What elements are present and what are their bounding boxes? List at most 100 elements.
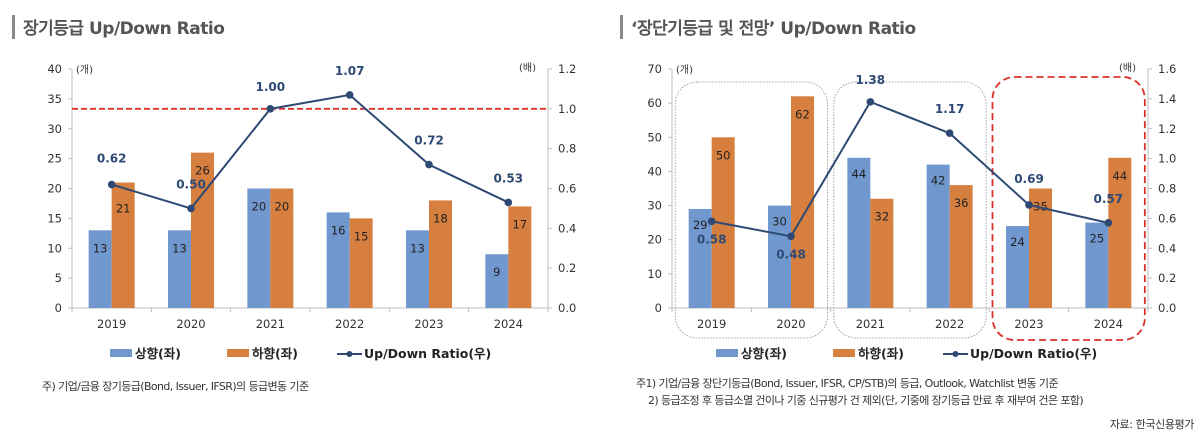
x-tick-label: 2020 xyxy=(776,317,805,331)
bar-up xyxy=(926,164,950,308)
ratio-point xyxy=(266,105,275,113)
left-y-tick-label: 40 xyxy=(47,62,62,76)
right-y-tick-label: 0.0 xyxy=(558,301,576,315)
title-accent-bar xyxy=(620,14,623,39)
left-chart-title: 장기등급 Up/Down Ratio xyxy=(12,14,225,39)
bar-down-label: 62 xyxy=(795,107,810,121)
title-accent-bar xyxy=(12,14,15,39)
ratio-line xyxy=(111,93,509,210)
right-y-tick-label: 0.6 xyxy=(558,182,576,196)
left-y-tick-label: 10 xyxy=(47,241,62,255)
ratio-label: 0.62 xyxy=(97,152,127,166)
legend-label-ratio: Up/Down Ratio(우) xyxy=(364,346,491,361)
bar-up-label: 24 xyxy=(1010,235,1025,249)
x-tick-label: 2023 xyxy=(1014,317,1043,331)
ratio-label: 0.57 xyxy=(1094,192,1124,206)
source-label: 자료: 한국신용평가 xyxy=(1109,418,1195,431)
ratio-label: 1.00 xyxy=(256,80,286,94)
bar-up-label: 44 xyxy=(852,167,867,181)
ratio-point xyxy=(787,232,795,241)
left-y-tick-label: 60 xyxy=(647,96,662,110)
legend-label-up: 상향(좌) xyxy=(135,346,181,361)
bar-up xyxy=(688,208,712,308)
right-y-tick-label: 0.6 xyxy=(1158,211,1176,225)
bar-up-label: 42 xyxy=(931,174,946,188)
left-y-tick-label: 30 xyxy=(47,122,62,136)
bar-up xyxy=(405,230,429,308)
group-box-1 xyxy=(833,81,987,339)
x-tick-label: 2022 xyxy=(335,317,364,331)
left-y-tick-label: 0 xyxy=(55,301,62,315)
right-chart: 0 10 20 30 40 50 60 70 0.0 0.2 0.4 0.6 0.8 1.0 1.2 1.4 1… xyxy=(647,62,1176,361)
x-tick-label: 2024 xyxy=(1094,317,1123,331)
bar-down xyxy=(429,200,453,308)
bar-down-label: 18 xyxy=(433,211,448,225)
right-chart-title-text: ‘장단기등급 및 전망’ Up/Down Ratio xyxy=(631,19,916,39)
left-y-tick-label: 15 xyxy=(47,211,62,225)
bar-down xyxy=(791,96,815,308)
bar-up xyxy=(247,188,271,308)
bar-up-label: 13 xyxy=(172,241,187,255)
bar-up xyxy=(1005,226,1029,308)
x-tick-label: 2021 xyxy=(856,317,885,331)
ratio-point xyxy=(425,160,433,169)
ratio-label: 0.58 xyxy=(697,232,727,246)
legend-marker-ratio xyxy=(952,351,959,357)
bar-down-label: 17 xyxy=(513,217,528,231)
bar-up-label: 30 xyxy=(772,215,787,229)
left-y-tick-label: 10 xyxy=(647,267,662,281)
left-y-tick-label: 50 xyxy=(647,130,662,144)
legend-swatch-down xyxy=(227,349,249,357)
legend-label-up: 상향(좌) xyxy=(741,346,787,361)
right-y-tick-label: 0.4 xyxy=(1158,241,1176,255)
left-y-unit-label: (개) xyxy=(676,64,693,76)
left-chart: 0 5 10 15 20 25 30 35 40 0.0 0.2 0.4 0.6 0.8 1.0 1.2 (개)… xyxy=(47,62,576,361)
ratio-point xyxy=(866,98,875,106)
ratio-line xyxy=(711,100,1109,238)
bar-down xyxy=(508,206,532,308)
ratio-label: 0.53 xyxy=(494,171,524,185)
ratio-point xyxy=(707,217,716,226)
left-y-tick-label: 40 xyxy=(647,164,662,178)
bar-down-label: 35 xyxy=(1033,200,1048,214)
right-y-unit-label: (배) xyxy=(519,62,536,74)
ratio-label: 0.72 xyxy=(414,134,444,148)
ratio-label: 1.07 xyxy=(335,64,365,78)
right-y-tick-label: 0.0 xyxy=(1158,301,1176,315)
ratio-label: 1.38 xyxy=(856,73,886,87)
ratio-point xyxy=(187,204,195,213)
bar-up xyxy=(485,254,509,308)
bar-up xyxy=(1085,222,1109,308)
left-y-tick-label: 30 xyxy=(647,199,662,213)
left-y-tick-label: 70 xyxy=(647,62,662,76)
right-y-tick-label: 1.2 xyxy=(1158,122,1176,136)
bar-down xyxy=(949,185,973,308)
ratio-point xyxy=(345,91,354,99)
ratio-label: 0.48 xyxy=(776,247,806,261)
right-y-tick-label: 0.8 xyxy=(1158,182,1176,196)
bar-down xyxy=(111,182,135,308)
right-y-tick-label: 1.6 xyxy=(1158,62,1176,76)
left-y-tick-label: 25 xyxy=(47,152,62,166)
bar-down xyxy=(191,152,215,308)
bar-up xyxy=(767,205,791,308)
left-y-tick-label: 20 xyxy=(647,233,662,247)
right-chart-title: ‘장단기등급 및 전망’ Up/Down Ratio xyxy=(620,14,916,39)
right-y-tick-label: 1.0 xyxy=(558,102,576,116)
x-tick-label: 2020 xyxy=(176,317,205,331)
bar-up xyxy=(326,212,350,308)
legend-swatch-up xyxy=(110,349,132,357)
bar-down xyxy=(1108,157,1132,308)
group-box-0 xyxy=(674,81,828,339)
bar-up-label: 20 xyxy=(252,200,267,214)
legend-label-down: 하향(좌) xyxy=(858,346,904,361)
ratio-point xyxy=(1104,219,1113,227)
ratio-label: 0.69 xyxy=(1014,172,1044,186)
legend-swatch-down xyxy=(833,349,855,357)
x-tick-label: 2022 xyxy=(935,317,964,331)
ratio-point xyxy=(107,180,116,189)
bar-down xyxy=(870,198,894,308)
left-footnote: 주) 기업/금융 장기등급(Bond, Issuer, IFSR)의 등급변동 … xyxy=(42,380,309,393)
bar-down-label: 20 xyxy=(275,200,290,214)
legend-label-ratio: Up/Down Ratio(우) xyxy=(970,346,1097,361)
